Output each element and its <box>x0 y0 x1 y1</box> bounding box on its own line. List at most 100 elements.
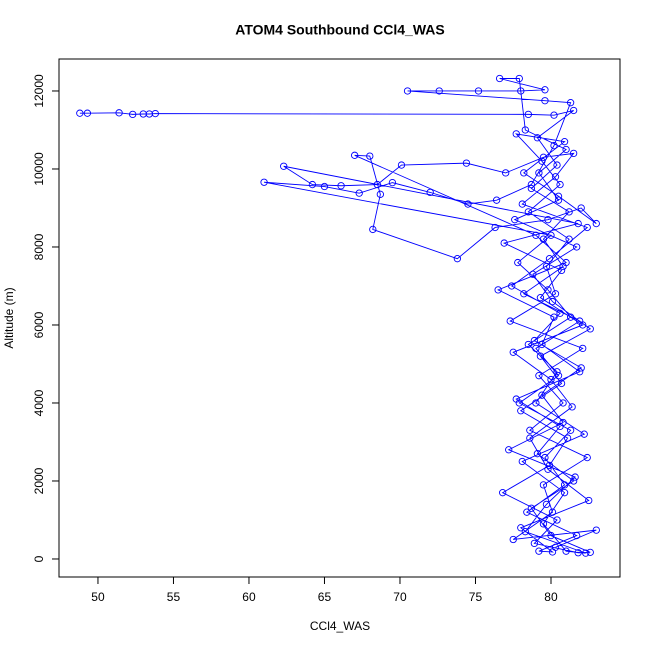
data-point <box>569 106 578 115</box>
data-point <box>582 549 590 557</box>
data-point <box>536 294 545 302</box>
data-point <box>397 161 406 169</box>
y-tick-label: 8000 <box>32 233 46 260</box>
data-point <box>551 173 560 181</box>
data-point <box>577 364 585 372</box>
data-point <box>539 235 548 243</box>
data-point <box>541 453 549 462</box>
data-point <box>527 180 536 189</box>
data-point <box>521 528 529 536</box>
data-point <box>545 461 554 470</box>
data-point <box>512 395 520 403</box>
data-point <box>576 368 584 376</box>
data-point <box>556 309 564 317</box>
data-point <box>539 153 548 161</box>
data-point <box>495 74 504 83</box>
data-point <box>547 231 555 239</box>
data-point <box>351 151 359 159</box>
data-point <box>520 169 528 177</box>
data-point <box>536 352 545 360</box>
data-line <box>79 78 597 554</box>
data-point <box>553 368 561 376</box>
data-point <box>518 200 526 208</box>
data-point <box>544 286 552 294</box>
data-point <box>539 520 548 528</box>
data-point <box>515 74 523 83</box>
data-point <box>545 255 554 263</box>
data-point <box>505 446 513 454</box>
data-point <box>547 375 555 384</box>
data-point <box>532 231 540 239</box>
data-point <box>542 500 551 509</box>
data-point <box>520 290 528 298</box>
data-point <box>542 262 551 271</box>
data-point <box>583 453 591 462</box>
data-point <box>571 473 579 481</box>
x-tick-label: 70 <box>393 590 407 604</box>
data-point <box>577 204 585 212</box>
data-point <box>526 426 534 434</box>
data-point <box>453 255 462 263</box>
data-point <box>403 87 412 95</box>
data-point <box>366 152 374 160</box>
data-point <box>560 138 569 146</box>
data-point <box>115 109 123 117</box>
data-point <box>573 531 581 540</box>
data-point <box>517 524 525 532</box>
data-point <box>524 208 532 216</box>
data-point <box>554 196 563 204</box>
data-point <box>551 290 560 298</box>
data-point <box>517 407 525 415</box>
data-point <box>355 189 363 197</box>
x-tick-label: 50 <box>91 590 105 604</box>
data-point <box>586 325 594 333</box>
data-point <box>556 422 564 431</box>
data-point <box>524 340 532 349</box>
data-point <box>369 225 377 234</box>
data-point <box>548 508 557 516</box>
data-point <box>527 504 536 512</box>
data-point <box>539 481 548 489</box>
data-point <box>592 219 600 228</box>
data-point <box>320 182 329 191</box>
data-point <box>579 321 587 329</box>
data-point <box>569 149 578 158</box>
y-tick-label: 0 <box>32 555 46 562</box>
data-point <box>508 282 516 290</box>
data-point <box>521 126 529 134</box>
data-point <box>565 235 573 243</box>
data-point <box>129 110 137 119</box>
data-point <box>535 372 543 380</box>
data-point <box>562 258 570 267</box>
y-tick-label: 12000 <box>32 74 46 108</box>
data-point <box>435 87 443 95</box>
data-point <box>502 169 510 177</box>
x-tick-label: 55 <box>167 590 181 604</box>
data-point <box>541 97 549 105</box>
data-point <box>566 99 575 107</box>
data-point <box>337 182 345 190</box>
data-point <box>518 457 526 466</box>
data-point <box>586 548 594 557</box>
data-point <box>514 258 522 267</box>
data-point <box>376 190 384 198</box>
data-point <box>580 430 588 438</box>
data-point <box>551 543 560 551</box>
data-point <box>550 111 558 119</box>
data-point <box>464 200 472 208</box>
data-point <box>574 549 582 557</box>
y-tick-label: 10000 <box>32 152 46 186</box>
data-point <box>532 399 540 407</box>
data-point <box>569 477 578 485</box>
data-point <box>494 286 502 294</box>
data-point <box>554 372 563 380</box>
y-axis-label: Altitude (m) <box>2 287 16 348</box>
data-point <box>585 496 593 505</box>
data-point <box>574 219 582 228</box>
data-point <box>557 266 566 275</box>
data-point <box>532 344 540 353</box>
data-point <box>260 178 268 186</box>
data-point <box>560 489 569 497</box>
